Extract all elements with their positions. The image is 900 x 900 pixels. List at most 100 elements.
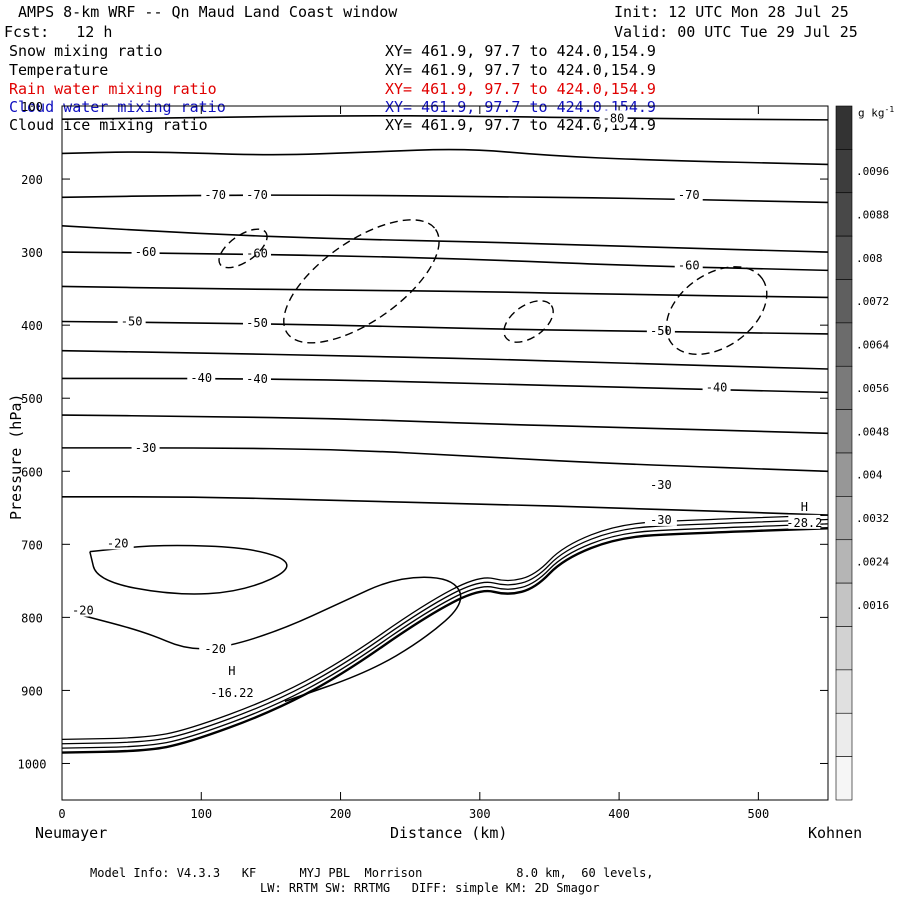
model-info-line1: Model Info: V4.3.3 KF MYJ PBL Morrison 8… — [90, 866, 654, 880]
temperature-contour — [61, 114, 829, 121]
colorbar-swatch — [835, 279, 853, 324]
y-tick-label: 100 — [21, 100, 43, 114]
field-xy-snow: XY= 461.9, 97.7 to 424.0,154.9 — [385, 42, 656, 60]
y-tick-label: 300 — [21, 246, 43, 260]
annotation-bg — [101, 535, 134, 550]
x-tick-label: 200 — [330, 807, 352, 821]
contour-label-bg — [242, 245, 271, 260]
temperature-contour — [61, 320, 829, 335]
temperature-contour-label: -40 — [706, 380, 728, 394]
y-tick-label: 900 — [21, 684, 43, 698]
colorbar-label: .008 — [856, 252, 883, 265]
contour-label-bg — [646, 323, 675, 338]
colorbar-swatch — [835, 452, 853, 497]
contour-annotation: -20 — [72, 604, 94, 618]
forecast-hour: Fcst: 12 h — [4, 23, 113, 41]
colorbar-swatch — [835, 365, 853, 410]
colorbar-unit: g kg-1 — [858, 105, 895, 120]
temperature-contour-label: -80 — [603, 111, 625, 125]
temperature-contour — [61, 251, 829, 272]
temperature-contour — [61, 148, 829, 166]
temperature-contour-label: -60 — [246, 247, 268, 261]
contour-annotation: -30 — [650, 478, 672, 492]
y-tick-label: 1000 — [18, 757, 47, 771]
temperature-contour-label: -70 — [204, 188, 226, 202]
temperature-contour-label: -40 — [190, 371, 212, 385]
temperature-contour — [61, 349, 829, 370]
temperature-contour — [61, 285, 829, 299]
surface-contour — [61, 514, 829, 741]
field-name-cloud-ice: Cloud ice mixing ratio — [9, 116, 208, 134]
contour-label-bg — [242, 314, 271, 329]
contour-annotation: H — [228, 664, 235, 678]
annotation-bg — [199, 641, 232, 656]
contour-annotation: H — [801, 500, 808, 514]
contour-annotation: -20 — [204, 642, 226, 656]
annotation-bg — [644, 476, 677, 491]
y-tick-label: 800 — [21, 611, 43, 625]
colorbar-swatch — [835, 496, 853, 541]
temperature-contour-label: -50 — [650, 324, 672, 338]
field-xy-temperature: XY= 461.9, 97.7 to 424.0,154.9 — [385, 61, 656, 79]
colorbar-swatch — [835, 322, 853, 367]
field-name-temperature: Temperature — [9, 61, 109, 79]
x-tick-label: 100 — [190, 807, 212, 821]
colorbar-swatch — [835, 235, 853, 280]
temperature-contour-lower — [75, 576, 462, 703]
init-time: Init: 12 UTC Mon 28 Jul 25 — [614, 3, 849, 21]
field-xy-cloud-ice: XY= 461.9, 97.7 to 424.0,154.9 — [385, 116, 656, 134]
colorbar-label: .0056 — [856, 382, 889, 395]
cloud-ice-contour — [218, 228, 268, 269]
temperature-contour — [61, 414, 829, 435]
colorbar-label: .0016 — [856, 599, 889, 612]
colorbar-swatch — [835, 712, 853, 757]
y-tick-label: 500 — [21, 392, 43, 406]
temperature-contour-closed — [89, 544, 288, 595]
colorbar-label: .0064 — [856, 339, 889, 352]
contour-annotation: -20 — [107, 536, 129, 550]
cloud-ice-contour — [665, 266, 768, 356]
field-xy-cloud-water: XY= 461.9, 97.7 to 424.0,154.9 — [385, 98, 656, 116]
y-tick-label: 600 — [21, 465, 43, 479]
chart-title: AMPS 8-km WRF -- Qn Maud Land Coast wind… — [18, 3, 398, 21]
colorbar-swatch — [835, 669, 853, 714]
plot-frame — [61, 105, 829, 801]
contour-annotation: -16.22 — [210, 686, 253, 700]
contour-label-bg — [117, 313, 146, 328]
annotation-bg — [788, 498, 821, 513]
temperature-contour-label: -50 — [246, 316, 268, 330]
colorbar-swatch — [835, 409, 853, 454]
contour-label-bg — [674, 257, 703, 272]
colorbar-label: .0088 — [856, 208, 889, 221]
field-name-rain: Rain water mixing ratio — [9, 80, 217, 98]
contour-label-bg — [599, 110, 628, 125]
x-tick-label: 0 — [58, 807, 65, 821]
cloud-ice-contour — [503, 300, 554, 343]
contour-label-bg — [187, 369, 216, 384]
temperature-contour-label: -70 — [246, 188, 268, 202]
x-tick-label: 500 — [748, 807, 770, 821]
annotation-bg — [788, 514, 821, 529]
colorbar-label: .0048 — [856, 425, 889, 438]
temperature-contour — [61, 194, 829, 204]
colorbar-swatch — [835, 539, 853, 584]
temperature-contour-label: -50 — [121, 315, 143, 329]
contour-annotation: -28.2 — [786, 516, 822, 530]
surface-contour — [61, 523, 829, 749]
temperature-contour-label: -60 — [135, 245, 157, 259]
field-xy-rain: XY= 461.9, 97.7 to 424.0,154.9 — [385, 80, 656, 98]
temperature-contour — [62, 447, 829, 473]
colorbar-label: .0072 — [856, 295, 889, 308]
colorbar-swatch — [835, 192, 853, 237]
annotation-bg — [644, 511, 677, 526]
y-tick-label: 700 — [21, 538, 43, 552]
colorbar-label: .0024 — [856, 555, 889, 568]
colorbar-swatch — [835, 756, 853, 801]
contour-label-bg — [702, 379, 731, 394]
x-end-label: Kohnen — [808, 824, 863, 842]
colorbar-label: .0096 — [856, 165, 889, 178]
colorbar-label: .0032 — [856, 512, 889, 525]
surface-contour — [61, 518, 829, 745]
surface-contour — [61, 527, 829, 754]
